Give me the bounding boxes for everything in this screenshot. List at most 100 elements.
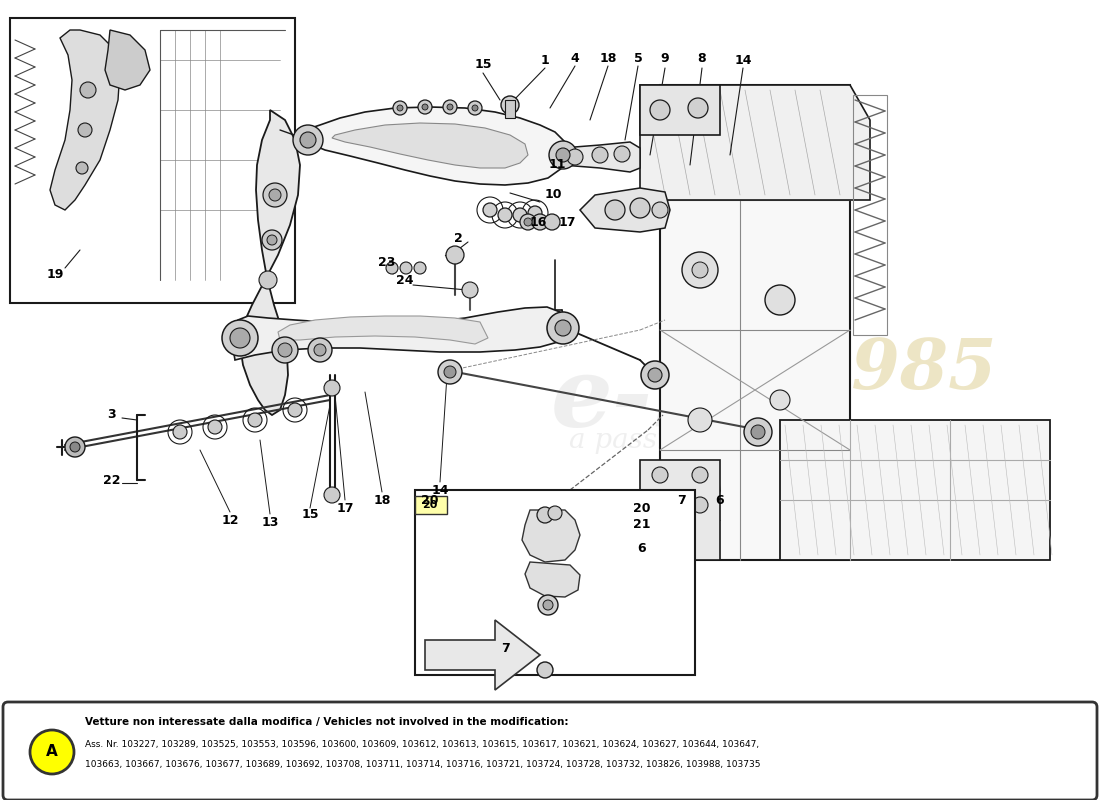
Circle shape — [532, 214, 548, 230]
Circle shape — [592, 147, 608, 163]
Circle shape — [688, 408, 712, 432]
Circle shape — [462, 282, 478, 298]
Circle shape — [267, 235, 277, 245]
Circle shape — [272, 337, 298, 363]
Circle shape — [548, 506, 562, 520]
Bar — [505, 100, 515, 118]
Circle shape — [258, 271, 277, 289]
Circle shape — [270, 189, 280, 201]
Text: a passion for parts: a passion for parts — [569, 426, 832, 454]
FancyBboxPatch shape — [3, 702, 1097, 800]
Circle shape — [472, 105, 478, 111]
Text: 20: 20 — [634, 502, 651, 514]
Circle shape — [770, 390, 790, 410]
Circle shape — [278, 343, 292, 357]
Circle shape — [641, 361, 669, 389]
Bar — [10, 18, 295, 303]
Text: 6: 6 — [638, 542, 647, 554]
Text: 17: 17 — [558, 215, 575, 229]
Polygon shape — [278, 316, 488, 344]
Circle shape — [468, 101, 482, 115]
Polygon shape — [240, 110, 300, 415]
Circle shape — [248, 413, 262, 427]
Polygon shape — [305, 107, 568, 185]
Circle shape — [324, 487, 340, 503]
Polygon shape — [780, 420, 1050, 560]
Circle shape — [537, 662, 553, 678]
Circle shape — [500, 96, 519, 114]
Text: 21: 21 — [634, 518, 651, 531]
Circle shape — [230, 328, 250, 348]
Circle shape — [324, 380, 340, 396]
Text: e-llps: e-llps — [550, 353, 849, 447]
Circle shape — [630, 198, 650, 218]
Circle shape — [393, 101, 407, 115]
Circle shape — [544, 214, 560, 230]
Polygon shape — [104, 30, 150, 90]
Circle shape — [543, 600, 553, 610]
Circle shape — [447, 104, 453, 110]
Polygon shape — [660, 85, 850, 560]
Circle shape — [764, 285, 795, 315]
Circle shape — [744, 418, 772, 446]
Polygon shape — [640, 85, 870, 200]
Circle shape — [443, 100, 456, 114]
Text: Vetture non interessate dalla modifica / Vehicles not involved in the modificati: Vetture non interessate dalla modifica /… — [85, 717, 569, 727]
Text: 18: 18 — [600, 51, 617, 65]
Text: 19: 19 — [46, 269, 64, 282]
Circle shape — [614, 146, 630, 162]
Circle shape — [652, 467, 668, 483]
Circle shape — [538, 595, 558, 615]
Circle shape — [418, 100, 432, 114]
Circle shape — [422, 104, 428, 110]
Text: 4: 4 — [571, 51, 580, 65]
Circle shape — [386, 262, 398, 274]
Circle shape — [444, 366, 456, 378]
Text: 11: 11 — [548, 158, 565, 171]
Text: 23: 23 — [378, 255, 396, 269]
Circle shape — [688, 98, 708, 118]
Text: A: A — [46, 745, 58, 759]
Circle shape — [692, 262, 708, 278]
Text: 5: 5 — [634, 51, 642, 65]
Circle shape — [528, 206, 542, 220]
Circle shape — [537, 507, 553, 523]
Text: 24: 24 — [396, 274, 414, 286]
Circle shape — [438, 360, 462, 384]
Polygon shape — [522, 510, 580, 562]
Text: 7: 7 — [500, 642, 509, 654]
Text: 10: 10 — [544, 189, 562, 202]
Text: 15: 15 — [301, 509, 319, 522]
Text: 8: 8 — [697, 51, 706, 65]
Circle shape — [556, 320, 571, 336]
Text: 6: 6 — [716, 494, 724, 506]
Polygon shape — [425, 620, 540, 690]
Circle shape — [30, 730, 74, 774]
Circle shape — [524, 218, 532, 226]
Circle shape — [483, 203, 497, 217]
Text: 2: 2 — [453, 231, 462, 245]
Text: 1: 1 — [540, 54, 549, 66]
Circle shape — [648, 368, 662, 382]
Text: 12: 12 — [221, 514, 239, 526]
Circle shape — [414, 262, 426, 274]
Circle shape — [547, 312, 579, 344]
Circle shape — [288, 403, 302, 417]
Polygon shape — [640, 85, 720, 135]
Text: 9: 9 — [661, 51, 669, 65]
Text: 103663, 103667, 103676, 103677, 103689, 103692, 103708, 103711, 103714, 103716, : 103663, 103667, 103676, 103677, 103689, … — [85, 761, 760, 770]
Circle shape — [556, 148, 570, 162]
Circle shape — [308, 338, 332, 362]
Circle shape — [222, 320, 258, 356]
Text: 7: 7 — [678, 494, 686, 506]
Text: 20: 20 — [421, 494, 439, 506]
Text: 3: 3 — [108, 409, 117, 422]
Text: 13: 13 — [262, 515, 278, 529]
Polygon shape — [332, 123, 528, 168]
Text: 16: 16 — [529, 215, 547, 229]
Circle shape — [173, 425, 187, 439]
Circle shape — [751, 425, 764, 439]
Text: Ass. Nr. 103227, 103289, 103525, 103553, 103596, 103600, 103609, 103612, 103613,: Ass. Nr. 103227, 103289, 103525, 103553,… — [85, 741, 759, 750]
Circle shape — [652, 202, 668, 218]
Bar — [852, 95, 887, 335]
